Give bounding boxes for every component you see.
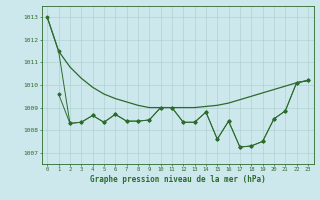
X-axis label: Graphe pression niveau de la mer (hPa): Graphe pression niveau de la mer (hPa)	[90, 175, 266, 184]
